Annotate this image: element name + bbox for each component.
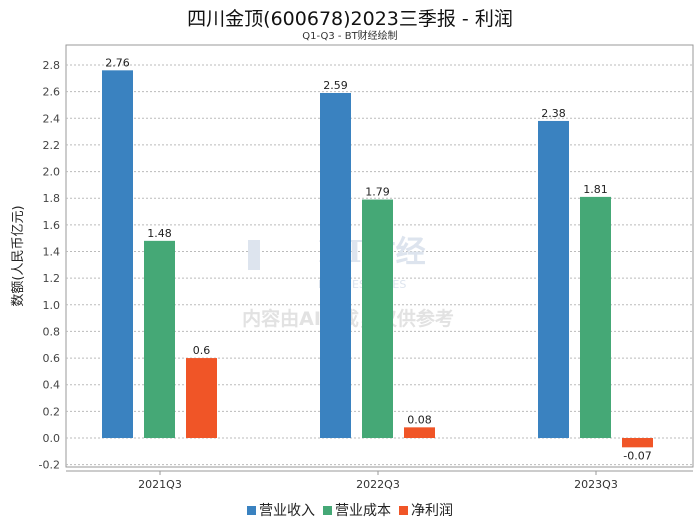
y-tick-label: 0.6: [43, 352, 61, 365]
data-label: 1.81: [583, 183, 608, 196]
watermark-logo-icon: [248, 240, 260, 270]
y-tick-label: 0.0: [43, 432, 61, 445]
legend-label: 营业收入: [259, 503, 315, 519]
bar-2023Q3-1: [580, 196, 611, 438]
y-tick-label: 2.0: [43, 166, 61, 179]
legend-swatch: [247, 505, 256, 515]
y-tick-label: 0.4: [43, 379, 61, 392]
legend-label: 营业成本: [335, 503, 391, 519]
bar-2021Q3-1: [144, 240, 175, 438]
data-label: 0.08: [407, 413, 432, 426]
y-tick-label: 1.2: [43, 272, 61, 285]
legend-item-net-profit[interactable]: 净利润: [399, 500, 453, 520]
bar-2022Q3-2: [404, 427, 435, 438]
y-tick-label: 1.8: [43, 192, 61, 205]
data-label: 1.79: [365, 186, 390, 199]
x-tick-label: 2021Q3: [138, 478, 182, 491]
y-axis-label: 数额(人民币亿元): [11, 205, 26, 306]
y-tick-label: 2.4: [43, 112, 61, 125]
plot-area: [65, 44, 694, 468]
y-tick-label: 2.6: [43, 86, 61, 99]
bar-2022Q3-0: [320, 92, 351, 438]
y-tick-label: -0.2: [39, 459, 60, 472]
data-label: 2.76: [105, 56, 130, 69]
bar-2021Q3-0: [102, 70, 133, 438]
y-tick-label: 1.0: [43, 299, 61, 312]
x-tick-label: 2022Q3: [356, 478, 400, 491]
bar-2023Q3-0: [538, 120, 569, 438]
y-tick-label: 0.2: [43, 405, 61, 418]
data-label: 2.38: [541, 107, 566, 120]
y-tick-label: 2.2: [43, 139, 61, 152]
data-label: 0.6: [193, 344, 211, 357]
y-tick-label: 1.6: [43, 219, 61, 232]
legend-swatch: [399, 505, 408, 515]
legend-label: 净利润: [411, 503, 453, 519]
data-label: 1.48: [147, 227, 172, 240]
legend: 营业收入 营业成本 净利润: [0, 500, 700, 520]
y-tick-label: 2.8: [43, 59, 61, 72]
bar-chart: -0.2 0.0 0.2 0.4 0.6 0.8 1.0 1.2 1.4 1.6 1.8 2.0 2.2…: [11, 44, 694, 491]
data-label: -0.07: [623, 449, 651, 462]
y-tick-label: 0.8: [43, 325, 61, 338]
y-tick-label: 1.4: [43, 246, 61, 259]
legend-item-cost[interactable]: 营业成本: [323, 500, 391, 520]
data-label: 2.59: [323, 79, 348, 92]
bar-2022Q3-1: [362, 199, 393, 438]
legend-swatch: [323, 505, 332, 515]
x-tick-label: 2023Q3: [574, 478, 618, 491]
chart-title: 四川金顶(600678)2023三季报 - 利润: [187, 8, 513, 30]
legend-item-revenue[interactable]: 营业收入: [247, 500, 315, 520]
bar-2021Q3-2: [186, 358, 217, 438]
chart-subtitle: Q1-Q3 - BT财经绘制: [302, 31, 398, 42]
bar-2023Q3-2: [622, 438, 653, 448]
